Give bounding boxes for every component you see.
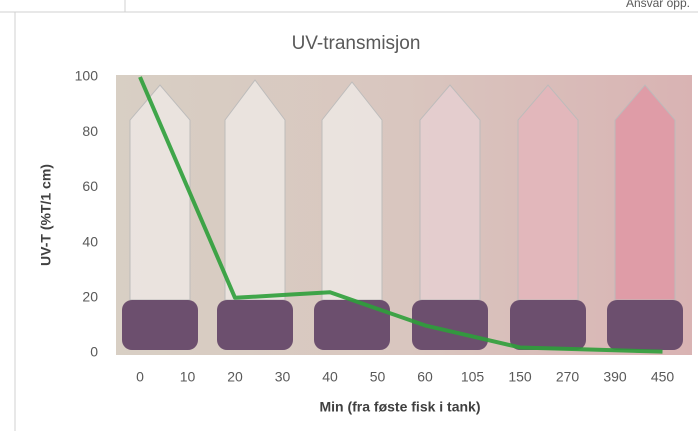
x-tick-label: 390 — [603, 369, 627, 385]
y-axis-title: UV-T (%T/1 cm) — [38, 164, 54, 266]
header-note: Ansvar opp. — [626, 0, 690, 10]
x-tick-label: 40 — [322, 369, 338, 385]
y-tick-label: 80 — [82, 123, 98, 139]
x-tick-label: 60 — [417, 369, 433, 385]
x-tick-label: 0 — [136, 369, 144, 385]
chart-title: UV-transmisjon — [292, 33, 421, 54]
x-tick-label: 20 — [227, 369, 243, 385]
y-tick-label: 60 — [82, 178, 98, 194]
x-tick-label: 50 — [370, 369, 386, 385]
y-tick-label: 100 — [75, 68, 99, 84]
data-line — [138, 76, 663, 354]
x-tick-label: 30 — [275, 369, 291, 385]
x-tick-label: 105 — [461, 369, 485, 385]
x-tick-label: 150 — [508, 369, 532, 385]
photo — [116, 75, 692, 355]
x-tick-label: 270 — [556, 369, 580, 385]
y-tick-label: 20 — [82, 289, 98, 305]
x-tick-label: 10 — [180, 369, 196, 385]
y-tick-label: 0 — [90, 344, 98, 360]
y-tick-label: 40 — [82, 233, 98, 249]
x-axis-title: Min (fra føste fisk i tank) — [319, 399, 480, 415]
x-tick-label: 450 — [651, 369, 675, 385]
